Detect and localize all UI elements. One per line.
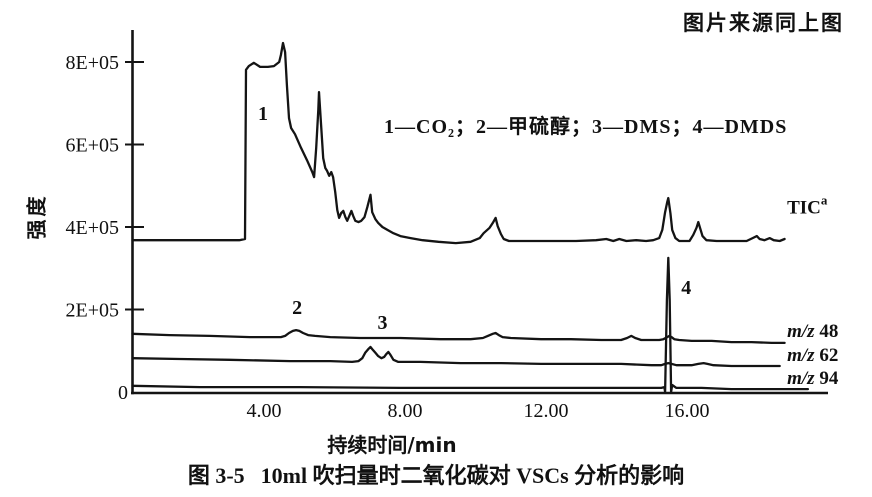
x-tick-label: 8.00 — [388, 400, 423, 422]
trace-label-tic: TICa — [787, 193, 828, 219]
y-tick-label: 8E+05 — [66, 52, 120, 74]
trace-label-mz48: m/z 48 — [787, 321, 838, 342]
peak-label-4: 4 — [681, 277, 691, 299]
trace-mz48 — [131, 328, 786, 345]
y-tick-label: 6E+05 — [66, 135, 120, 157]
figure-caption: 图 3-5 10ml 吹扫量时二氧化碳对 VSCs 分析的影响 — [0, 458, 872, 490]
figure-caption-number: 图 3-5 — [187, 463, 245, 488]
axes — [131, 30, 828, 395]
trace-mz62 — [131, 345, 781, 368]
peak-label-1: 1 — [258, 103, 268, 125]
peak-legend: 1—CO₂；2—甲硫醇；3—DMS；4—DMDS — [384, 116, 788, 138]
trace-tic — [131, 41, 786, 245]
x-axis-title: 持续时间/min — [327, 433, 457, 457]
y-tick-label: 2E+05 — [66, 300, 120, 322]
trace-label-mz94: m/z 94 — [787, 368, 839, 389]
source-note: 图片来源同上图 — [683, 11, 844, 35]
plot-content: 8E+05 6E+05 4E+05 2E+05 0 4.00 8.00 12.00 16.00 T… — [66, 41, 839, 422]
x-tick-label: 4.00 — [247, 400, 282, 422]
trace-mz94 — [131, 256, 810, 394]
peak-label-2: 2 — [292, 297, 302, 319]
x-tick-label: 12.00 — [524, 400, 569, 422]
y-tick-label: 4E+05 — [66, 217, 120, 239]
peak-label-3: 3 — [377, 312, 387, 334]
trace-label-mz62: m/z 62 — [787, 345, 838, 366]
y-tick-label: 0 — [118, 382, 128, 404]
x-tick-label: 16.00 — [665, 400, 710, 422]
figure-caption-text: 10ml 吹扫量时二氧化碳对 VSCs 分析的影响 — [260, 463, 685, 488]
